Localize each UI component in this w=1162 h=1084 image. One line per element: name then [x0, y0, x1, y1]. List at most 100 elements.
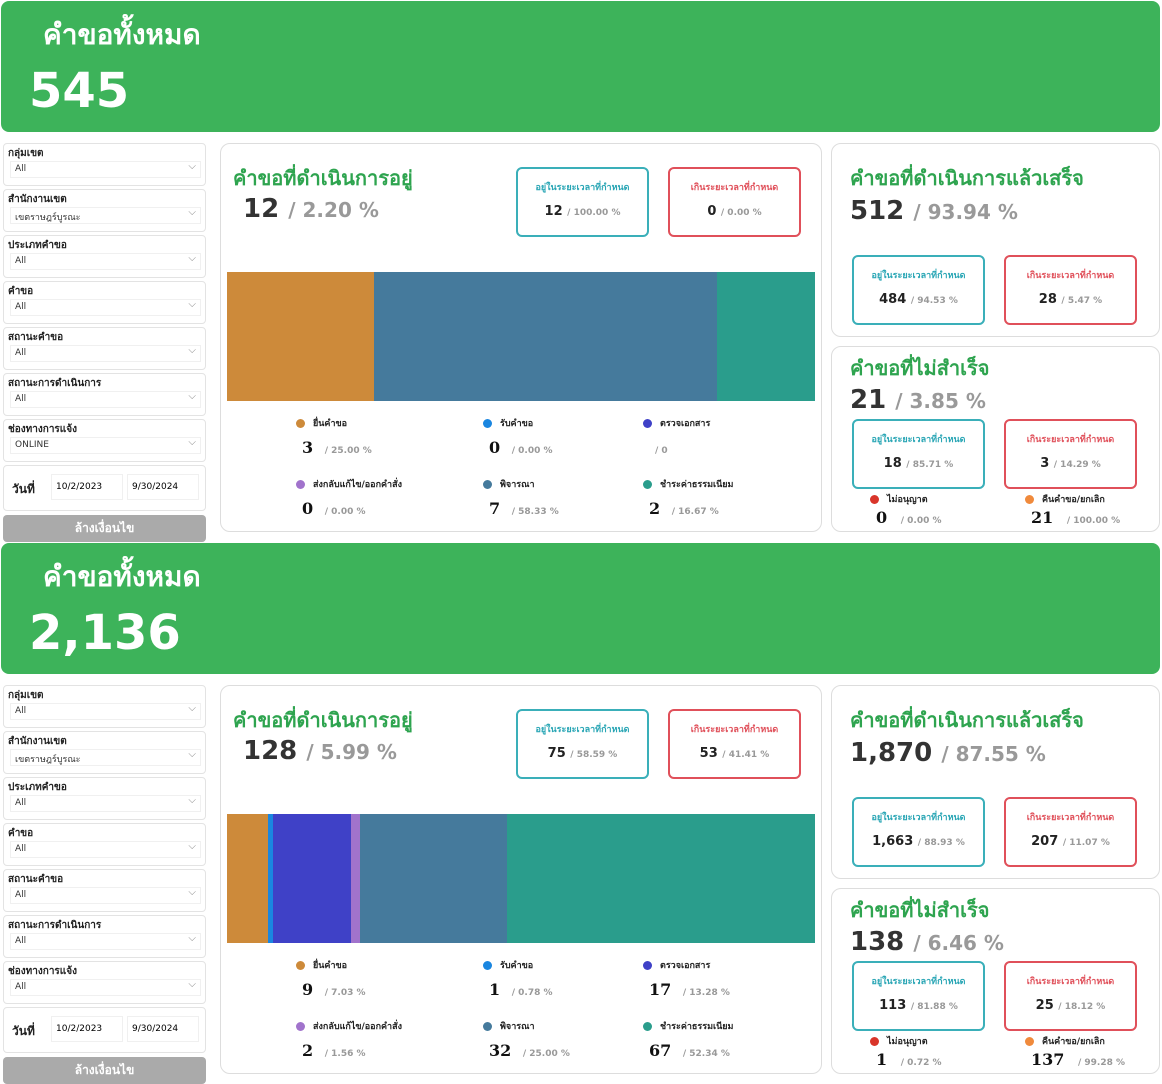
bar-segment-4[interactable] — [374, 272, 717, 401]
dashboard-panel: คำขอทั้งหมด 545 กลุ่มเขต All สำนักงานเขตเขตร… — [0, 0, 1162, 542]
header-title: คำขอทั้งหมด — [43, 560, 201, 593]
percent: / 25.00 % — [324, 446, 372, 456]
box-title: เกินระยะเวลาที่กำหนด — [1026, 977, 1115, 987]
legend-item: ส่งกลับแก้ไข/ออกคำสั่ง — [296, 1019, 402, 1033]
legend-item: พิจารณา — [483, 1019, 535, 1033]
completed-card: คำขอที่ดำเนินการแล้วเสร็จ 512 / 93.94 % อย… — [831, 143, 1160, 337]
legend-item: รับคำขอ — [483, 416, 533, 430]
stage-value: 1 / 0.78 % — [489, 980, 553, 999]
in_progress-total: 12 / 2.20 % — [243, 194, 379, 224]
overdue-box: เกินระยะเวลาที่กำหนด 28 / 5.47 % — [1004, 255, 1137, 325]
bar-segment-0[interactable] — [227, 814, 269, 943]
bar-segment-3[interactable] — [351, 814, 361, 943]
filter-label: ช่องทางการแจ้ง — [8, 424, 77, 435]
filter-0: กลุ่มเขต All — [3, 685, 206, 728]
failed-title: คำขอที่ไม่สำเร็จ — [850, 356, 990, 380]
percent: / 0.72 % — [900, 1058, 942, 1068]
box-value: 113 / 81.88 % — [854, 998, 983, 1013]
date-to-input[interactable]: 9/30/2024 — [127, 1016, 199, 1042]
filter-3: คำขอ All — [3, 281, 206, 324]
legend-dot — [296, 419, 305, 428]
legend-label: ยื่นคำขอ — [313, 961, 348, 971]
count: 53 — [699, 746, 718, 761]
bar-segment-1[interactable] — [268, 814, 273, 943]
filter-1: สำนักงานเขต เขตราษฎร์บูรณะ — [3, 189, 206, 232]
completed-title: คำขอที่ดำเนินการแล้วเสร็จ — [850, 708, 1084, 732]
filter-dropdown[interactable]: All — [10, 933, 201, 950]
filter-3: คำขอ All — [3, 823, 206, 866]
count: 0 — [302, 499, 314, 518]
in-progress-card: คำขอที่ดำเนินการอยู่ 128 / 5.99 % อยู่ในระ… — [220, 685, 822, 1074]
percent: / 81.88 % — [910, 1002, 958, 1012]
filter-dropdown[interactable]: All — [10, 253, 201, 270]
legend-label: พิจารณา — [500, 480, 535, 490]
filter-dropdown[interactable]: All — [10, 703, 201, 720]
filter-dropdown[interactable]: เขตราษฎร์บูรณะ — [10, 207, 201, 224]
legend-item: ชำระค่าธรรมเนียม — [643, 1019, 733, 1033]
percent: / 0.00 % — [720, 208, 762, 218]
box-value: 53 / 41.41 % — [670, 746, 799, 761]
bar-segment-5[interactable] — [507, 814, 815, 943]
box-value: 25 / 18.12 % — [1006, 998, 1135, 1013]
filter-dropdown[interactable]: All — [10, 391, 201, 408]
count: 17 — [649, 980, 672, 999]
filter-sidebar: กลุ่มเขต All สำนักงานเขตเขตราษฎร์บูรณะประเ… — [3, 685, 206, 1084]
filter-1: สำนักงานเขต เขตราษฎร์บูรณะ — [3, 731, 206, 774]
stage-value: 3 / 25.00 % — [302, 438, 372, 457]
percent: / 41.41 % — [722, 750, 770, 760]
on-time-box: อยู่ในระยะเวลาที่กำหนด 113 / 81.88 % — [852, 961, 985, 1031]
box-value: 0 / 0.00 % — [670, 204, 799, 219]
filter-dropdown[interactable]: All — [10, 299, 201, 316]
bar-segment-2[interactable] — [272, 814, 352, 943]
failed-legend-item: ไม่อนุญาต — [870, 492, 928, 506]
percent: / 58.33 % — [511, 507, 559, 517]
percent: / 58.59 % — [570, 750, 618, 760]
filter-6: ช่องทางการแจ้ง All — [3, 961, 206, 1004]
filter-dropdown[interactable]: All — [10, 345, 201, 362]
filter-dropdown[interactable]: All — [10, 887, 201, 904]
filter-dropdown[interactable]: All — [10, 841, 201, 858]
overdue-box: เกินระยะเวลาที่กำหนด 0 / 0.00 % — [668, 167, 801, 237]
failed-legend-item: คืนคำขอ/ยกเลิก — [1025, 1034, 1105, 1048]
bar-segment-0[interactable] — [227, 272, 374, 401]
percent: / 13.28 % — [682, 988, 730, 998]
filter-6: ช่องทางการแจ้ง ONLINE — [3, 419, 206, 462]
date-from-input[interactable]: 10/2/2023 — [51, 474, 123, 500]
percent: / 7.03 % — [324, 988, 366, 998]
count: 25 — [1035, 998, 1054, 1013]
percent: / 99.28 % — [1077, 1058, 1126, 1068]
count: 28 — [1038, 292, 1057, 307]
legend-dot — [1025, 495, 1034, 504]
legend-label: ไม่อนุญาต — [887, 495, 928, 505]
stage-bar-chart — [227, 814, 815, 943]
stage-value: 2 / 16.67 % — [649, 499, 719, 518]
completed-total: 512 / 93.94 % — [850, 196, 1018, 226]
percent: / 5.47 % — [1061, 296, 1103, 306]
box-value: 1,663 / 88.93 % — [854, 834, 983, 849]
filter-dropdown[interactable]: ONLINE — [10, 437, 201, 454]
date-to-input[interactable]: 9/30/2024 — [127, 474, 199, 500]
filter-dropdown[interactable]: เขตราษฎร์บูรณะ — [10, 749, 201, 766]
count: 113 — [879, 998, 907, 1013]
percent: / 0.78 % — [511, 988, 553, 998]
box-value: 18 / 85.71 % — [854, 456, 983, 471]
bar-segment-4[interactable] — [360, 814, 508, 943]
count: 32 — [489, 1041, 512, 1060]
bar-segment-5[interactable] — [717, 272, 815, 401]
filter-dropdown[interactable]: All — [10, 161, 201, 178]
date-from-input[interactable]: 10/2/2023 — [51, 1016, 123, 1042]
count: 512 — [850, 196, 905, 226]
clear-filters-button[interactable]: ล้างเงื่อนไข — [3, 1057, 206, 1084]
filter-dropdown[interactable]: All — [10, 979, 201, 996]
legend-item: ชำระค่าธรรมเนียม — [643, 477, 733, 491]
stage-value: 9 / 7.03 % — [302, 980, 366, 999]
clear-filters-button[interactable]: ล้างเงื่อนไข — [3, 515, 206, 542]
filter-dropdown[interactable]: All — [10, 795, 201, 812]
date-filter: วันที่ 10/2/2023 9/30/2024 — [3, 1007, 206, 1053]
overdue-box: เกินระยะเวลาที่กำหนด 25 / 18.12 % — [1004, 961, 1137, 1031]
count: 0 — [489, 438, 501, 457]
completed-card: คำขอที่ดำเนินการแล้วเสร็จ 1,870 / 87.55 %… — [831, 685, 1160, 879]
box-value: 3 / 14.29 % — [1006, 456, 1135, 471]
legend-dot — [870, 495, 879, 504]
count: 18 — [883, 456, 902, 471]
